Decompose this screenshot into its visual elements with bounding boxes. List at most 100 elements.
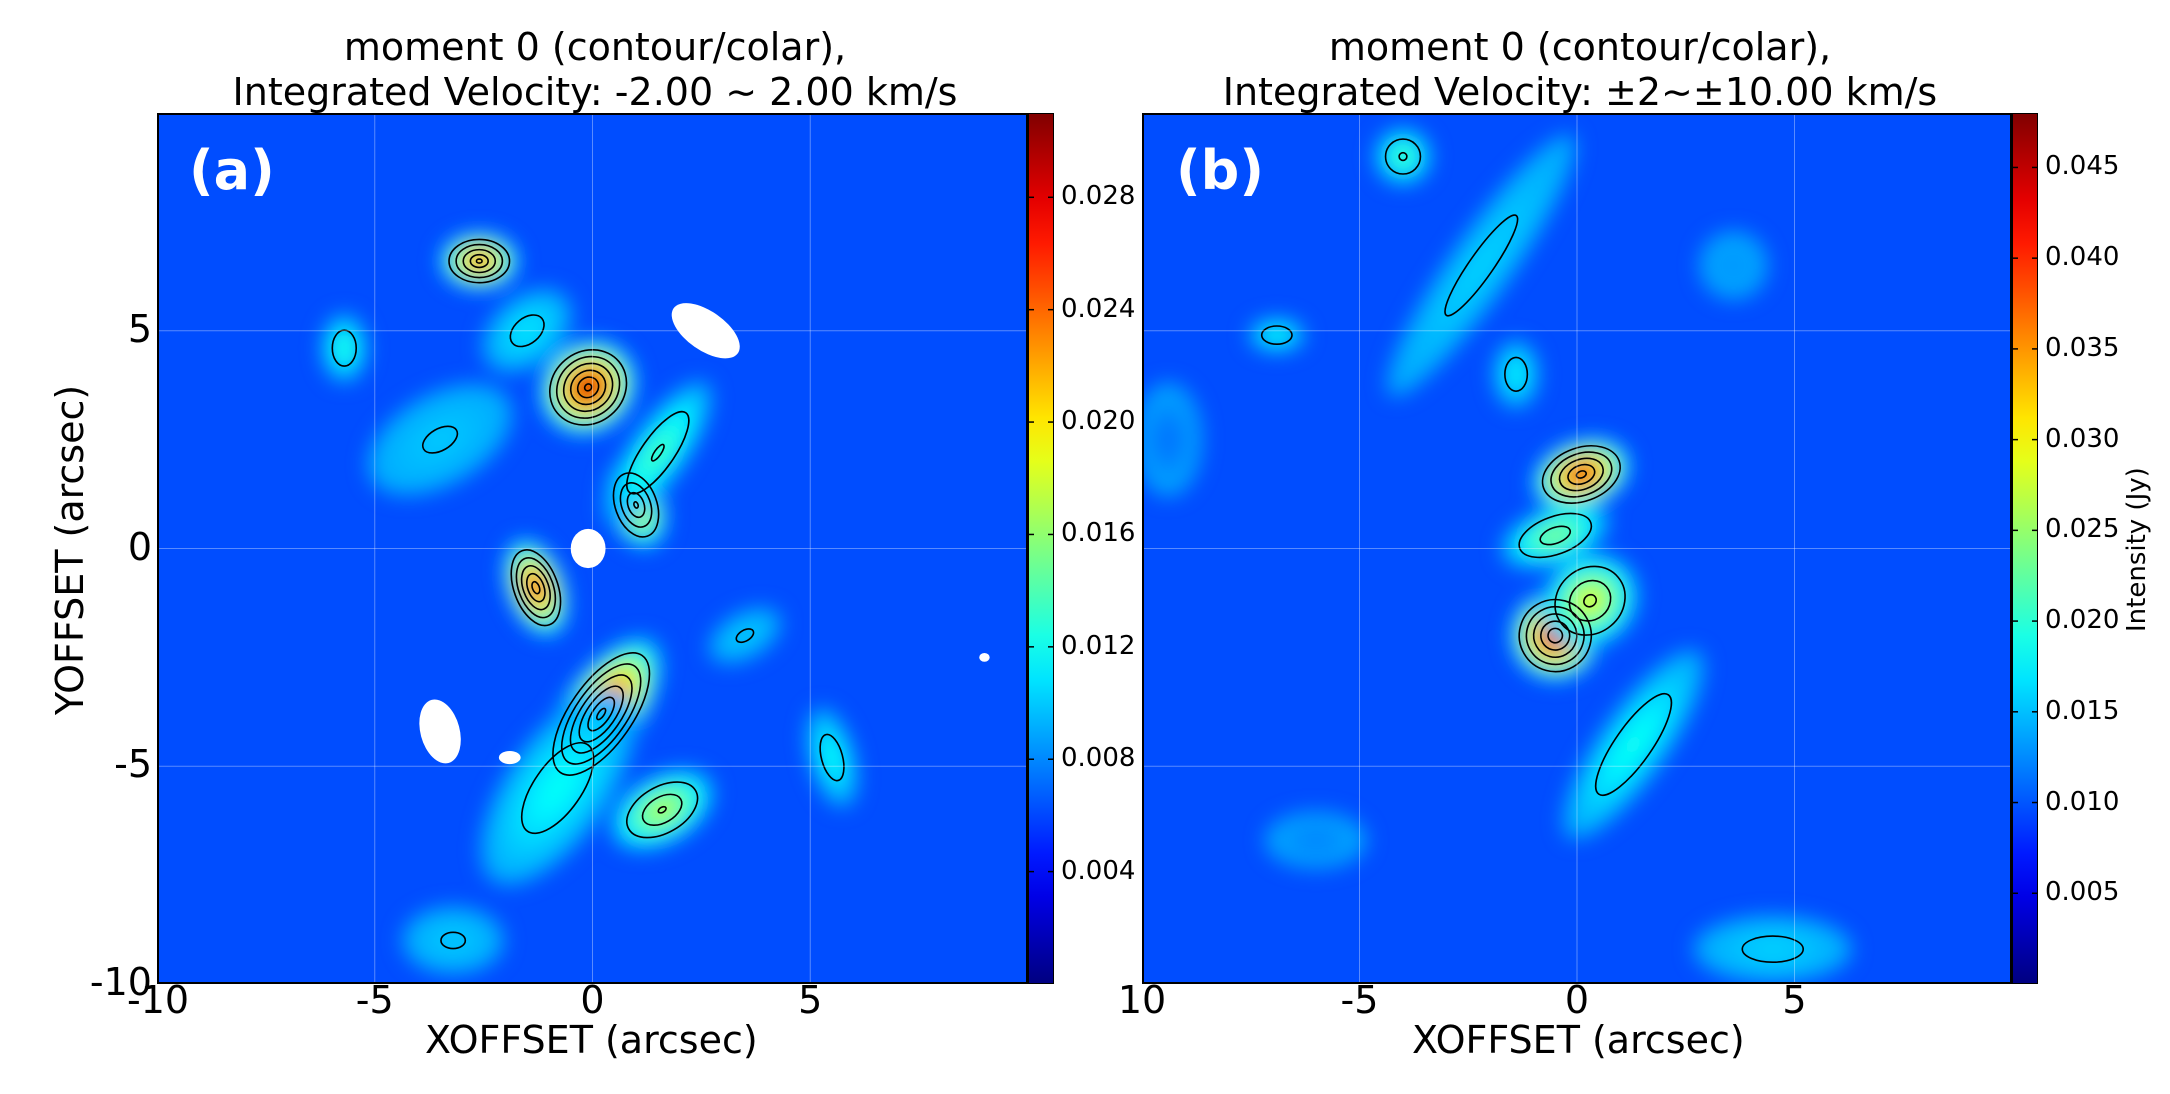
contour-feature-0-level-1 [1550, 451, 1613, 498]
contour-feature-3-level-0 [448, 238, 511, 284]
emission-feature-3-layer-7 [1399, 153, 1407, 161]
contour-feature-6-level-0 [331, 329, 358, 367]
colorbar-tick-label: 0.040 [2045, 242, 2120, 273]
x-tick-label: 0 [1564, 978, 1590, 1022]
contour-feature-0-level-1 [555, 355, 621, 419]
contour-feature-3-level-3 [469, 253, 489, 269]
panel-b-title-line2: Integrated Velocity: ±2∼±10.00 km/s [1222, 70, 1938, 114]
colorbar-tick-label: 0.025 [2045, 514, 2120, 545]
contour-feature-4-level-0 [612, 472, 660, 538]
contour-feature-1-level-1 [560, 663, 642, 765]
colorbar-tick-label: 0.024 [1061, 293, 1136, 324]
contour-feature-7-level-0 [819, 733, 845, 782]
contour-feature-0-level-0 [1541, 445, 1621, 504]
contour-feature-10-level-0 [421, 425, 459, 454]
contour-feature-2-level-1 [515, 557, 557, 619]
contour-feature-1-level-4 [1547, 627, 1564, 644]
y-tick-label: 0 [127, 524, 152, 569]
colorbar-tick-label: 0.020 [2045, 605, 2120, 636]
contour-feature-3-level-0 [1384, 138, 1422, 175]
contour-feature-3-level-1 [1398, 151, 1408, 162]
contour-feature-3-level-4 [475, 258, 483, 264]
masked-region-3 [498, 751, 521, 765]
colorbar-tick-label: 0.010 [2045, 786, 2120, 817]
emission-feature-7-layer-7 [1624, 732, 1643, 757]
contour-feature-2-level-2 [520, 564, 551, 611]
y-tick-label: -5 [114, 742, 152, 787]
contour-feature-2-level-3 [526, 572, 546, 603]
colorbar-tick-label: 0.035 [2045, 332, 2120, 363]
emission-feature-10-layer-7 [1309, 836, 1323, 844]
contour-feature-1-level-5 [596, 707, 607, 721]
panel-b-colorbar-label: Intensity (Jy) [2122, 467, 2152, 632]
colorbar-gradient [1028, 113, 1054, 984]
contour-feature-8-level-1 [650, 443, 665, 462]
panel-a-label: (a) [189, 139, 275, 202]
emission-feature-12-layer-7 [1163, 432, 1173, 447]
emission-feature-5-layer-7 [1513, 370, 1519, 379]
contour-feature-1-level-0 [552, 652, 651, 776]
contour-feature-0-level-2 [562, 362, 614, 413]
colorbar-tick-label: 0.045 [2045, 151, 2120, 182]
panel-b-label: (b) [1176, 139, 1265, 202]
contour-feature-5-level-0 [1504, 356, 1529, 392]
contour-feature-6-level-0 [1444, 214, 1519, 317]
contour-feature-11-level-1 [1539, 525, 1572, 546]
contour-feature-5-level-0 [626, 781, 699, 839]
contour-feature-0-level-2 [1558, 457, 1604, 492]
emission-feature-2-layer-7 [1583, 594, 1597, 607]
contour-feature-4-level-1 [619, 482, 653, 528]
panel-b-colorbar [2012, 113, 2038, 984]
colorbar-tick-label: 0.016 [1061, 518, 1136, 549]
contour-feature-1-level-0 [1518, 598, 1593, 673]
colorbar-tick-label: 0.020 [1061, 406, 1136, 437]
contour-feature-2-level-4 [531, 580, 541, 595]
contour-feature-11-level-0 [1518, 512, 1593, 559]
masked-region-0 [671, 303, 740, 359]
emission-feature-11-layer-7 [548, 775, 568, 801]
contour-feature-7-level-0 [1594, 692, 1673, 797]
emission-feature-13-layer-7 [740, 632, 750, 640]
x-tick-label: 5 [798, 978, 823, 1022]
emission-feature-9-layer-7 [1729, 261, 1738, 270]
contour-feature-2-level-1 [1568, 579, 1612, 622]
contour-feature-0-level-3 [1567, 463, 1596, 486]
contour-feature-2-level-0 [510, 549, 562, 627]
contour-feature-1-level-2 [569, 674, 633, 754]
contour-feature-3-level-1 [455, 243, 504, 279]
contour-feature-12-level-0 [440, 931, 467, 950]
contour-feature-4-level-0 [1260, 325, 1293, 346]
panel-b-heatmap: (b) [1142, 113, 2012, 984]
colorbar-tick-label: 0.008 [1061, 743, 1136, 774]
panel-b-title-line1: moment 0 (contour/colar), [1328, 25, 1832, 69]
panel-b-xlabel: XOFFSET (arcsec) [1412, 1018, 1745, 1062]
contour-feature-11-level-0 [520, 741, 595, 835]
panel-a-ylabel: YOFFSET (arcsec) [48, 384, 92, 715]
contour-feature-0-level-4 [1575, 470, 1588, 479]
colorbar-tick-label: 0.005 [2045, 877, 2120, 908]
contour-feature-4-level-3 [633, 501, 640, 509]
panel-a-plot-svg [157, 113, 1028, 984]
contour-feature-5-level-2 [657, 805, 667, 814]
contour-feature-8-level-0 [626, 410, 690, 495]
colorbar-gradient [2012, 113, 2038, 984]
contour-feature-2-level-2 [1583, 593, 1598, 608]
contour-feature-1-level-1 [1525, 605, 1585, 666]
panel-a-colorbar [1028, 113, 1054, 984]
contour-feature-13-level-0 [735, 628, 755, 644]
contour-feature-3-level-2 [462, 248, 497, 274]
panel-a-title-line2: Integrated Velocity: -2.00 ∼ 2.00 km/s [232, 70, 958, 114]
emission-feature-12-layer-7 [446, 936, 460, 945]
y-tick-label: -10 [89, 960, 152, 1004]
masked-region-2 [419, 699, 461, 764]
panel-b-plot-svg [1142, 113, 2012, 984]
emission-feature-10-layer-7 [431, 432, 450, 447]
panel-a-title-line1: moment 0 (contour/colar), [343, 25, 847, 69]
y-tick-label: 5 [127, 306, 152, 351]
emission-feature-8-layer-7 [651, 443, 665, 462]
emission-feature-7-layer-7 [828, 751, 836, 764]
contour-feature-2-level-0 [1554, 565, 1626, 636]
contour-feature-9-level-0 [509, 314, 545, 348]
contour-feature-0-level-5 [583, 383, 593, 392]
x-tick-label: 0 [580, 978, 605, 1022]
